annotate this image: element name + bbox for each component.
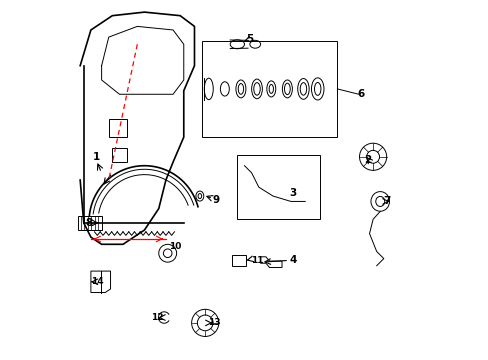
Text: 10: 10 <box>168 242 181 251</box>
Text: 3: 3 <box>288 188 296 198</box>
Text: 6: 6 <box>356 89 364 99</box>
Text: 14: 14 <box>91 277 103 286</box>
Text: 5: 5 <box>246 34 253 44</box>
Text: 12: 12 <box>150 313 163 322</box>
Text: 4: 4 <box>288 255 296 265</box>
Text: 9: 9 <box>212 195 219 204</box>
Text: 13: 13 <box>207 318 220 327</box>
Text: 8: 8 <box>85 218 93 228</box>
Text: 2: 2 <box>364 156 370 165</box>
Text: 1: 1 <box>92 152 100 162</box>
Text: 11: 11 <box>250 256 263 265</box>
Text: 7: 7 <box>383 197 390 206</box>
